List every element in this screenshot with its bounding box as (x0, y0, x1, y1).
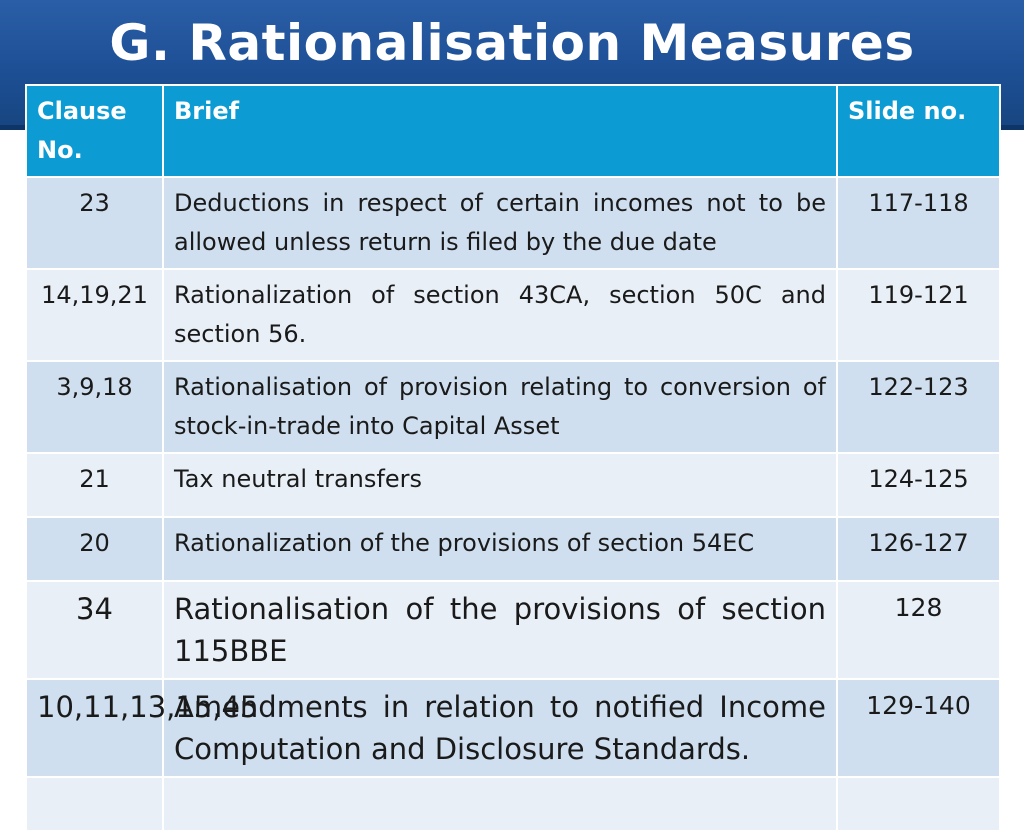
slide-no-cell: 128 (836, 580, 1001, 680)
header-clause-no: Clause No. (25, 84, 164, 178)
table-row: 20 Rationalization of the provisions of … (25, 516, 1001, 582)
slide-title: G. Rationalisation Measures (109, 14, 915, 72)
clause-cell: 3,9,18 (25, 360, 164, 454)
clause-cell: 10,11,13,15,45 (25, 678, 258, 778)
brief-cell: Rationalization of the provisions of sec… (162, 516, 838, 582)
clause-cell: 20 (25, 516, 164, 582)
brief-cell: Amendments in relation to notified Incom… (162, 678, 838, 778)
slide-no-cell: 117-118 (836, 176, 1001, 270)
table-row: 23 Deductions in respect of certain inco… (25, 176, 1001, 270)
brief-cell: Rationalisation of the provisions of sec… (162, 580, 838, 680)
clause-cell: 34 (25, 580, 164, 680)
brief-cell: Rationalization of section 43CA, section… (162, 268, 838, 362)
brief-cell: Rationalisation of provision relating to… (162, 360, 838, 454)
header-slide-no: Slide no. (836, 84, 1001, 178)
table-row: 21 Tax neutral transfers 124-125 (25, 452, 1001, 518)
empty-cell (162, 776, 838, 832)
header-brief: Brief (162, 84, 838, 178)
clause-cell: 21 (25, 452, 164, 518)
table-row: 3,9,18 Rationalisation of provision rela… (25, 360, 1001, 454)
slide-no-cell: 122-123 (836, 360, 1001, 454)
table-row: 10,11,13,15,45 Amendments in relation to… (25, 678, 1001, 778)
slide-no-cell: 126-127 (836, 516, 1001, 582)
table-row-partial (25, 776, 1001, 832)
measures-table: Clause No. Brief Slide no. 23 Deductions… (25, 84, 1001, 832)
empty-cell (836, 776, 1001, 832)
table-header-row: Clause No. Brief Slide no. (25, 84, 1001, 178)
table-row: 14,19,21 Rationalization of section 43CA… (25, 268, 1001, 362)
slide-no-cell: 124-125 (836, 452, 1001, 518)
clause-cell: 14,19,21 (25, 268, 164, 362)
slide-no-cell: 119-121 (836, 268, 1001, 362)
clause-cell: 23 (25, 176, 164, 270)
table-row: 34 Rationalisation of the provisions of … (25, 580, 1001, 680)
brief-cell: Tax neutral transfers (162, 452, 838, 518)
brief-cell: Deductions in respect of certain incomes… (162, 176, 838, 270)
slide-no-cell: 129-140 (836, 678, 1001, 778)
empty-cell (25, 776, 164, 832)
